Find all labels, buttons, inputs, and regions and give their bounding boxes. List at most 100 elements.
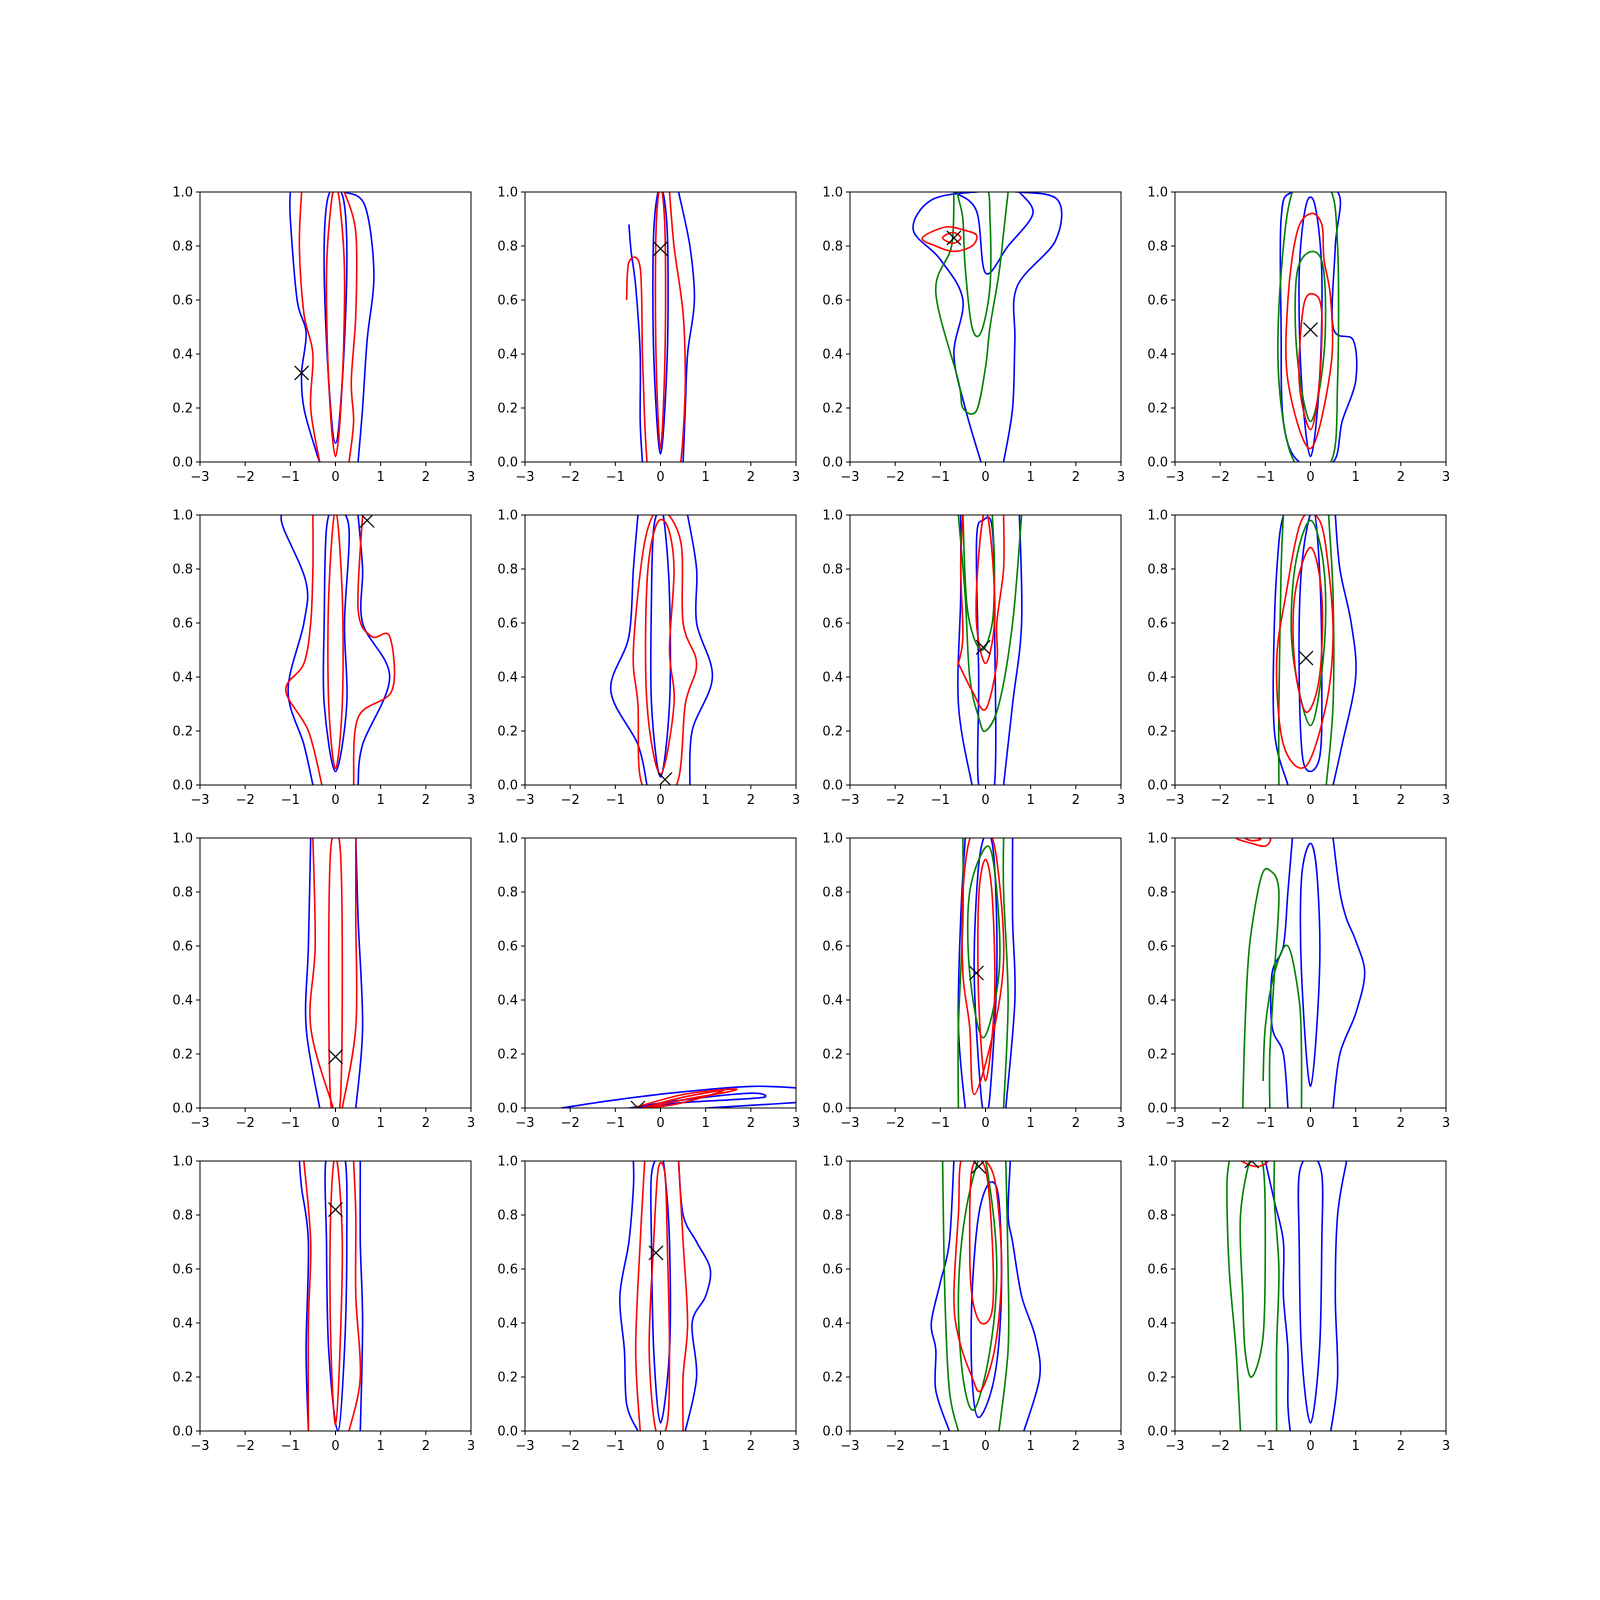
y-tick-label: 0.4 <box>172 1317 193 1332</box>
blue-contour <box>912 192 1063 462</box>
y-tick-label: 0.4 <box>822 1317 843 1332</box>
y-tick-label: 0.0 <box>497 456 518 471</box>
x-tick-label: 1 <box>702 1116 710 1131</box>
y-tick-label: 0.0 <box>497 1102 518 1117</box>
x-tick-label: 1 <box>702 793 710 808</box>
x-tick-label: 3 <box>467 793 475 808</box>
red-contour <box>654 192 667 450</box>
red-contour <box>668 192 687 462</box>
x-tick-label: −2 <box>1211 1116 1230 1131</box>
y-tick-label: 0.4 <box>822 348 843 363</box>
plot-area <box>1272 515 1357 785</box>
blue-contour <box>1330 1161 1348 1431</box>
plot-area <box>609 515 714 785</box>
y-tick-label: 0.2 <box>822 402 843 417</box>
red-contour <box>298 192 321 462</box>
subplot-8: −3 −2 −1 0 1 2 3 0.0 0.2 0.4 0.6 0.8 1.0 <box>1147 509 1450 809</box>
x-tick-label: −1 <box>606 1439 625 1454</box>
red-contour <box>633 1088 738 1108</box>
x-tick-label: −2 <box>561 793 580 808</box>
green-contour <box>957 838 965 1108</box>
plot-area <box>957 515 1023 785</box>
y-tick-label: 1.0 <box>1147 832 1168 847</box>
red-contour <box>303 1161 312 1431</box>
x-tick-label: −3 <box>190 470 209 485</box>
blue-contour <box>1002 515 1023 785</box>
y-tick-label: 0.6 <box>497 940 518 955</box>
y-tick-label: 0.4 <box>1147 671 1168 686</box>
plot-area <box>1235 838 1366 1108</box>
x-tick-label: −2 <box>1211 1439 1230 1454</box>
red-contour <box>1298 292 1323 431</box>
x-tick-label: 1 <box>1027 1439 1035 1454</box>
y-tick-label: 0.8 <box>497 240 518 255</box>
x-tick-label: 0 <box>656 470 664 485</box>
blue-contour <box>1272 515 1289 785</box>
blue-contour <box>930 1161 955 1431</box>
green-contour <box>1325 515 1335 785</box>
x-tick-label: −3 <box>840 793 859 808</box>
y-tick-label: 0.6 <box>497 1263 518 1278</box>
y-tick-label: 0.8 <box>497 1209 518 1224</box>
x-marker <box>946 230 962 246</box>
plot-area <box>619 1161 712 1431</box>
y-tick-label: 0.8 <box>822 1209 843 1224</box>
y-tick-label: 0.8 <box>1147 563 1168 578</box>
red-contour <box>975 515 996 665</box>
x-tick-label: 2 <box>422 470 430 485</box>
subplot-6: −3 −2 −1 0 1 2 3 0.0 0.2 0.4 0.6 0.8 1.0 <box>497 509 800 809</box>
x-tick-label: 3 <box>792 1116 800 1131</box>
x-tick-label: −2 <box>1211 470 1230 485</box>
x-tick-label: −3 <box>515 470 534 485</box>
green-contour <box>1294 250 1327 423</box>
y-tick-label: 0.6 <box>172 1263 193 1278</box>
blue-contour <box>1007 1161 1042 1431</box>
green-contour <box>957 1161 998 1411</box>
y-tick-label: 0.6 <box>822 294 843 309</box>
x-marker <box>969 965 984 981</box>
x-tick-label: 2 <box>747 1116 755 1131</box>
x-tick-label: 3 <box>1442 470 1450 485</box>
x-marker <box>630 1100 646 1108</box>
green-contour <box>1262 944 1303 1108</box>
y-tick-label: 0.8 <box>497 563 518 578</box>
y-tick-label: 0.8 <box>1147 240 1168 255</box>
axes-frame <box>849 837 1122 1109</box>
y-tick-label: 0.6 <box>1147 940 1168 955</box>
y-tick-label: 0.0 <box>172 456 193 471</box>
plot-area <box>289 192 375 462</box>
x-tick-label: 0 <box>981 1116 989 1131</box>
x-tick-label: −2 <box>236 470 255 485</box>
blue-contour <box>1298 515 1323 773</box>
y-tick-label: 0.2 <box>497 402 518 417</box>
green-contour <box>998 1161 1010 1431</box>
plot-area <box>912 192 1063 462</box>
x-tick-label: 3 <box>1442 793 1450 808</box>
x-tick-label: 2 <box>747 1439 755 1454</box>
blue-contour <box>289 192 321 462</box>
subplot-7: −3 −2 −1 0 1 2 3 0.0 0.2 0.4 0.6 0.8 1.0 <box>822 509 1125 809</box>
x-tick-label: −1 <box>281 1439 300 1454</box>
plot-area <box>957 838 1016 1108</box>
x-marker <box>294 365 310 381</box>
x-tick-label: −3 <box>190 1439 209 1454</box>
blue-contour <box>649 515 672 778</box>
blue-contour <box>1298 196 1323 458</box>
x-tick-label: 2 <box>422 1116 430 1131</box>
subplot-2: −3 −2 −1 0 1 2 3 0.0 0.2 0.4 0.6 0.8 1.0 <box>497 186 800 486</box>
y-tick-label: 0.2 <box>1147 402 1168 417</box>
blue-contour <box>560 1085 796 1108</box>
x-tick-label: 0 <box>981 793 989 808</box>
x-tick-label: 2 <box>1072 793 1080 808</box>
y-tick-label: 1.0 <box>1147 186 1168 201</box>
red-contour <box>343 192 358 462</box>
x-tick-label: −1 <box>606 470 625 485</box>
axes-frame <box>199 837 472 1109</box>
y-tick-label: 1.0 <box>497 1155 518 1170</box>
x-tick-label: 0 <box>331 793 339 808</box>
y-tick-label: 1.0 <box>497 832 518 847</box>
x-tick-label: −1 <box>281 793 300 808</box>
blue-contour <box>1299 842 1321 1088</box>
x-tick-label: −1 <box>931 793 950 808</box>
y-tick-label: 0.0 <box>172 779 193 794</box>
